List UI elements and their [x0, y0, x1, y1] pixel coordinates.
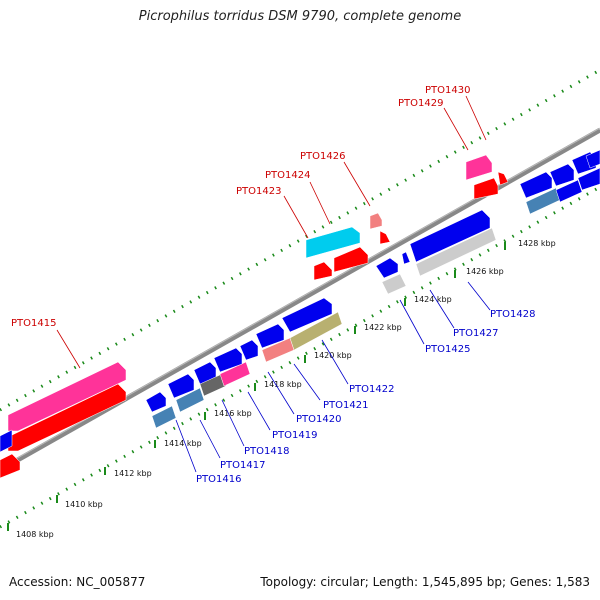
label-pto1426[interactable]: PTO1426: [300, 151, 345, 162]
gene-pto1425-blue[interactable]: [375, 257, 399, 279]
gene-reverse-blue[interactable]: [239, 339, 259, 361]
label-pto1430[interactable]: PTO1430: [425, 85, 470, 96]
gene-pto1416[interactable]: [151, 405, 177, 429]
reverse-leader-lines: [175, 281, 491, 473]
leader-line: [175, 419, 197, 473]
tick-label: 1412 kbp: [114, 469, 152, 478]
leader-line: [467, 281, 491, 311]
gene-reverse-blue[interactable]: [167, 373, 195, 399]
gene-pto1425-lightgray[interactable]: [381, 273, 407, 295]
tick-label: 1418 kbp: [264, 380, 302, 389]
label-pto1419[interactable]: PTO1419: [272, 430, 317, 441]
gene-pto1428-blue[interactable]: [409, 209, 491, 263]
leader-line: [221, 399, 245, 447]
map-title: Picrophilus torridus DSM 9790, complete …: [138, 9, 462, 24]
gene-pto1426-salmon[interactable]: [369, 212, 383, 230]
gene-reverse-blue[interactable]: [193, 361, 217, 385]
gene-pto1423-cyan[interactable]: [305, 226, 361, 259]
gene-reverse-left-edge[interactable]: [0, 429, 13, 453]
leader-line: [465, 95, 487, 141]
forward-leader-lines: [56, 95, 487, 369]
gene-pto1428-lightgray[interactable]: [415, 227, 497, 277]
label-pto1428[interactable]: PTO1428: [490, 309, 535, 320]
gene-pto1415-red[interactable]: [7, 383, 127, 452]
tick-label: 1414 kbp: [164, 439, 202, 448]
gene-pto1418-gray[interactable]: [199, 373, 227, 397]
gene-reverse-blue[interactable]: [519, 171, 553, 199]
gene-pto1429-red[interactable]: [473, 177, 499, 200]
gene-pto1423-red[interactable]: [313, 261, 333, 281]
gene-reverse-blue[interactable]: [549, 163, 575, 187]
gene-red-left-edge[interactable]: [0, 453, 21, 479]
outer-dotted-guide: [0, 68, 600, 412]
leader-line: [293, 363, 321, 401]
label-pto1427[interactable]: PTO1427: [453, 328, 498, 339]
gene-pto1429-pink[interactable]: [465, 154, 493, 181]
leader-line: [283, 195, 309, 239]
tick-label: 1410 kbp: [65, 500, 103, 509]
leader-line: [399, 299, 425, 345]
gene-pto1417[interactable]: [175, 387, 205, 413]
accession-text: Accession: NC_005877: [9, 575, 146, 589]
gene-pto1426-red[interactable]: [379, 230, 391, 245]
tick-label: 1416 kbp: [214, 409, 252, 418]
gene-pto1422-blue[interactable]: [281, 297, 333, 333]
gene-reverse-blue[interactable]: [213, 347, 243, 373]
gene-reverse-blue[interactable]: [585, 149, 600, 169]
tick-label: 1428 kbp: [518, 239, 556, 248]
gene-pto1424-red[interactable]: [333, 246, 369, 273]
tick-label: 1408 kbp: [16, 530, 54, 539]
leader-line: [247, 391, 271, 431]
gene-reverse-blue[interactable]: [255, 323, 285, 349]
gene-pto1430-red[interactable]: [497, 171, 509, 186]
tick-marks: [7, 242, 506, 531]
leader-line: [309, 181, 331, 225]
leader-line: [199, 419, 221, 459]
inner-dotted-guide: [0, 185, 600, 529]
tick-label: 1422 kbp: [364, 323, 402, 332]
reverse-strand-genes: [0, 149, 600, 453]
tick-label: 1424 kbp: [414, 295, 452, 304]
leader-line: [321, 339, 349, 385]
tick-label: 1420 kbp: [314, 351, 352, 360]
label-pto1418[interactable]: PTO1418: [244, 446, 289, 457]
leader-line: [443, 107, 469, 151]
tick-label: 1426 kbp: [466, 267, 504, 276]
gene-reverse-blue[interactable]: [577, 167, 600, 191]
gene-pto1419-pink[interactable]: [219, 361, 251, 387]
genome-summary-text: Topology: circular; Length: 1,545,895 bp…: [260, 575, 590, 589]
gene-pto1421-olive[interactable]: [289, 311, 343, 351]
leader-line: [429, 289, 455, 329]
leader-line: [267, 371, 295, 415]
genome-backbone: [0, 127, 600, 473]
label-pto1416[interactable]: PTO1416: [196, 474, 241, 485]
label-pto1421[interactable]: PTO1421: [323, 400, 368, 411]
label-pto1423[interactable]: PTO1423: [236, 186, 281, 197]
forward-strand-genes: [0, 154, 509, 479]
gene-reverse-blue[interactable]: [145, 391, 167, 413]
gene-reverse-blue[interactable]: [555, 179, 583, 203]
leader-line: [56, 329, 81, 369]
label-pto1415[interactable]: PTO1415: [11, 318, 56, 329]
label-pto1429[interactable]: PTO1429: [398, 98, 443, 109]
label-pto1425[interactable]: PTO1425: [425, 344, 470, 355]
label-pto1420[interactable]: PTO1420: [296, 414, 341, 425]
leader-line: [343, 161, 371, 207]
label-pto1422[interactable]: PTO1422: [349, 384, 394, 395]
label-pto1424[interactable]: PTO1424: [265, 170, 310, 181]
gene-pto1427-blue[interactable]: [401, 251, 411, 265]
gene-pto1415-pink[interactable]: [7, 361, 127, 432]
label-pto1417[interactable]: PTO1417: [220, 460, 265, 471]
